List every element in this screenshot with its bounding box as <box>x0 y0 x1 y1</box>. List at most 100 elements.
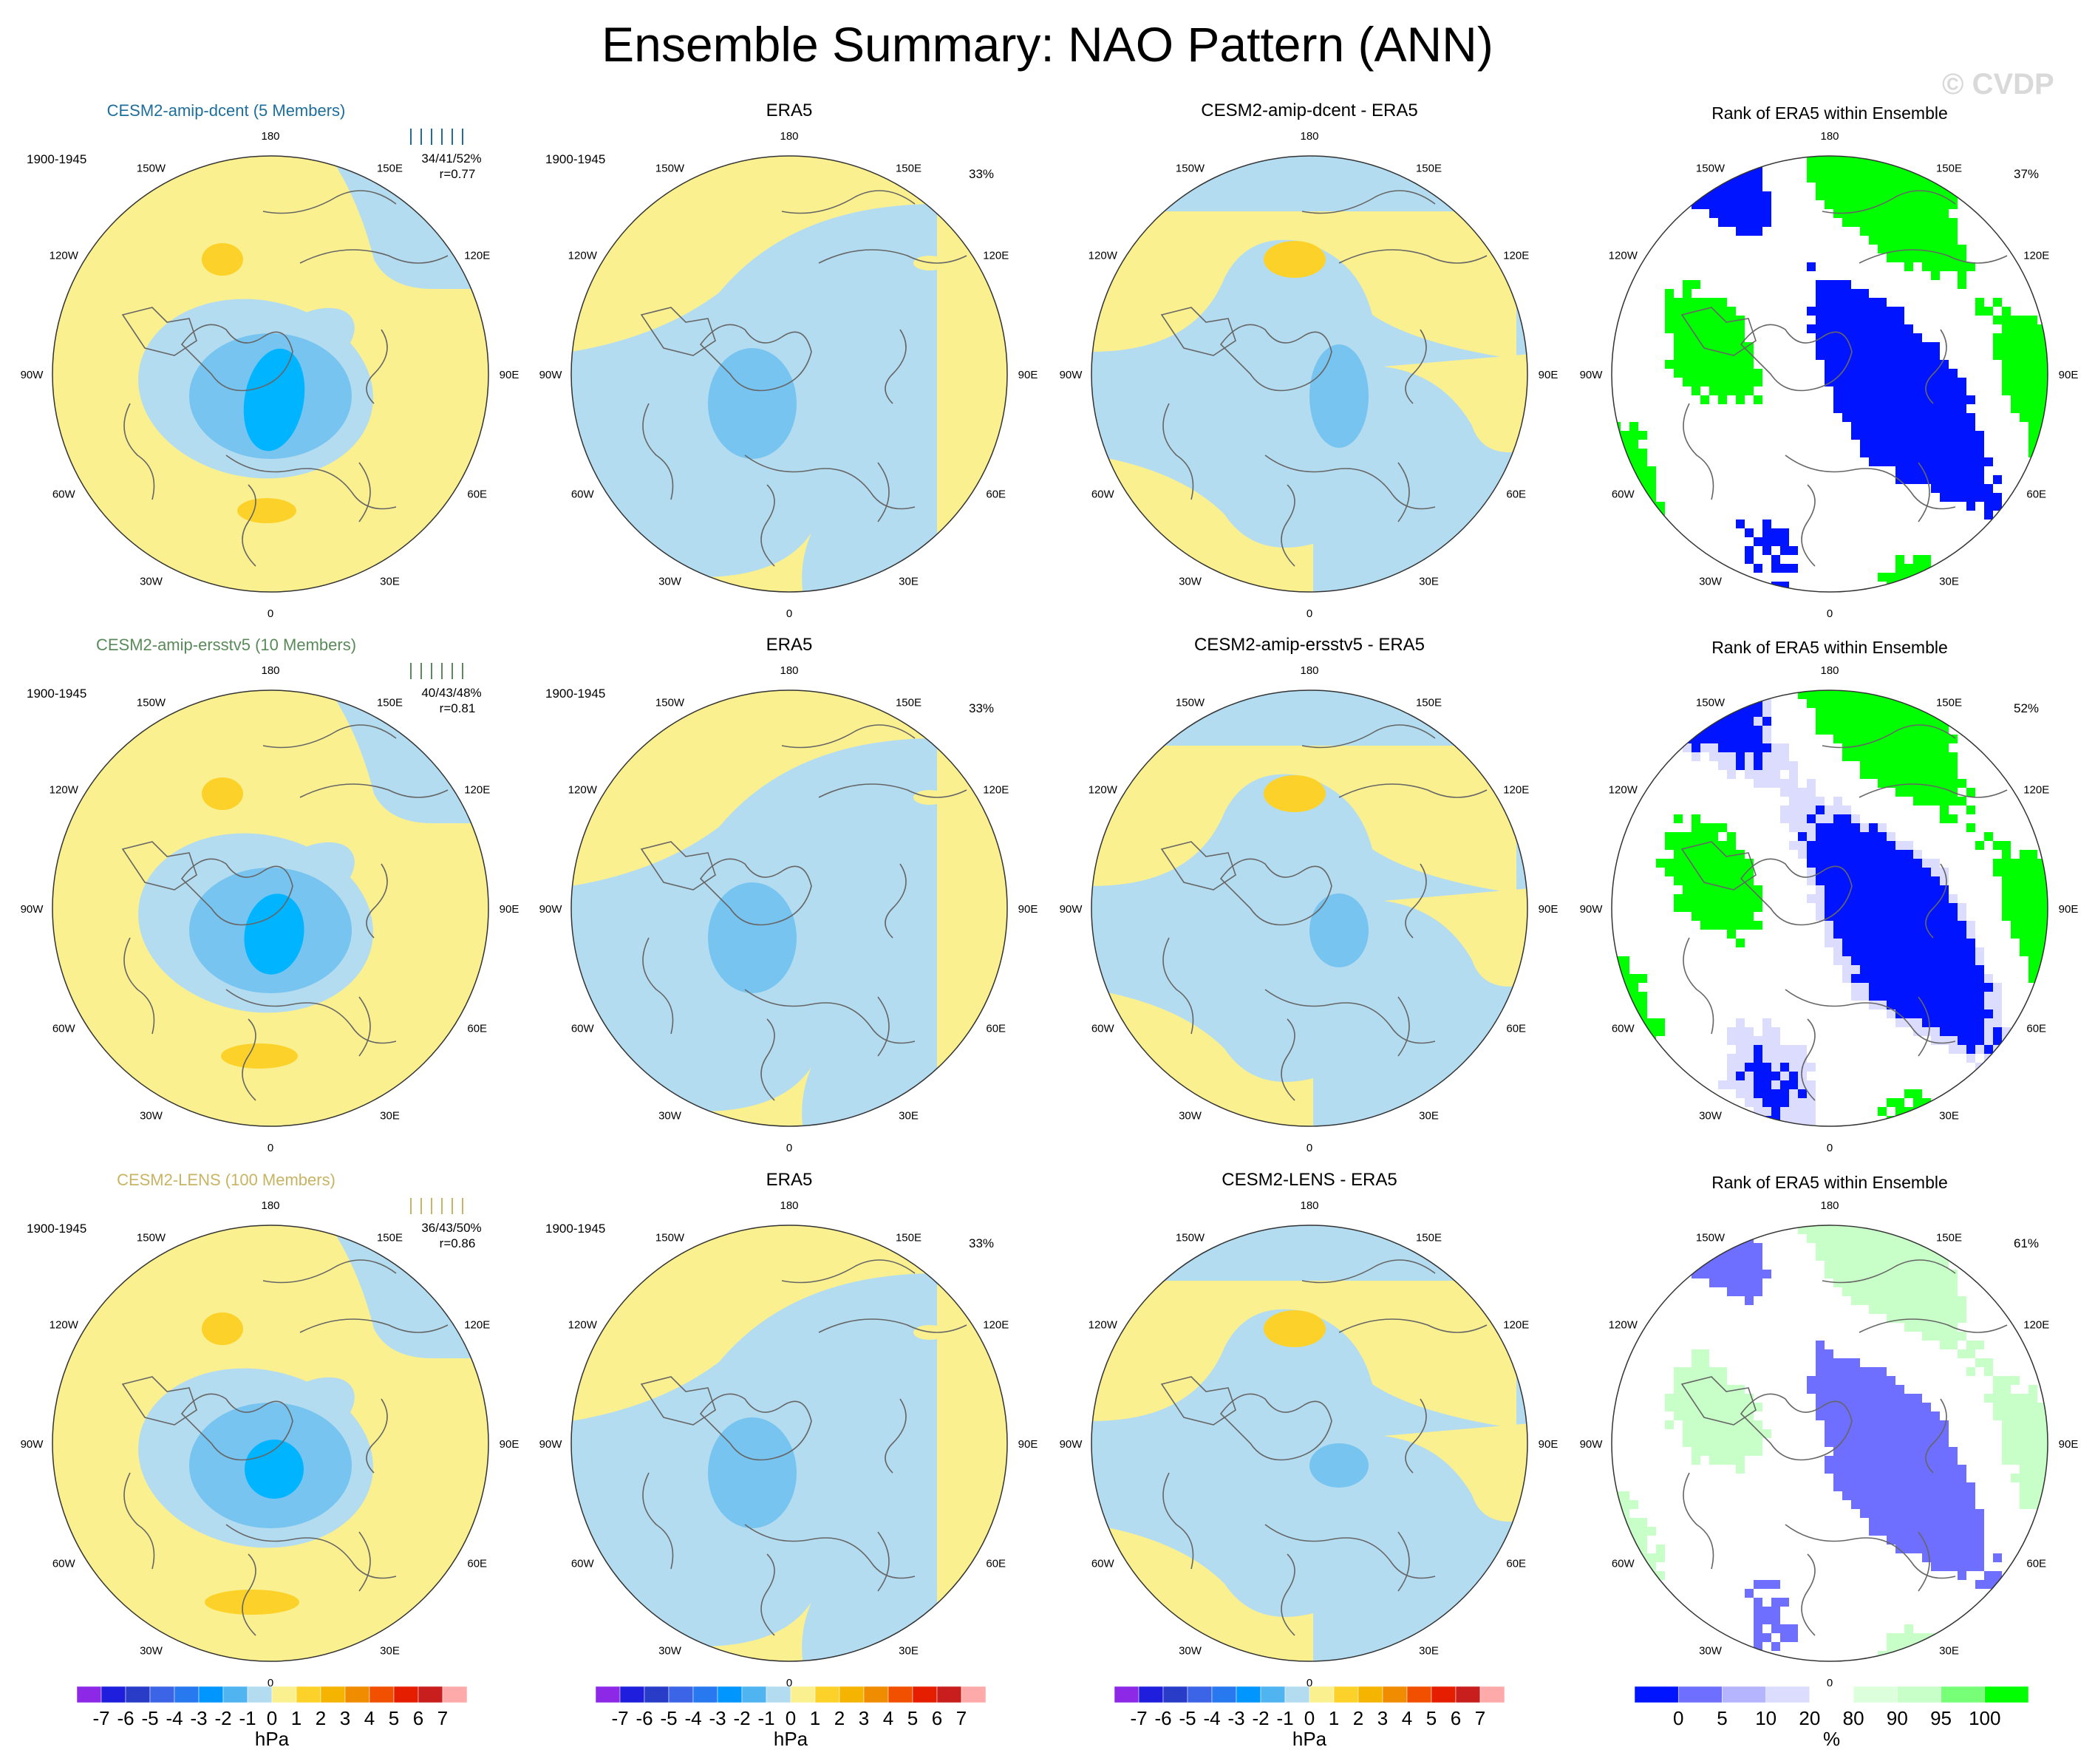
rank-cell <box>2046 761 2048 770</box>
rank-cell <box>1975 1001 1984 1009</box>
rank-cell <box>1940 752 1949 761</box>
rank-cell <box>1727 1403 1736 1411</box>
rank-cell <box>2028 351 2037 360</box>
rank-cell <box>2028 1252 2037 1261</box>
rank-cell <box>1887 1474 1895 1482</box>
rank-cell <box>1816 690 1825 699</box>
coastline <box>1918 1531 1930 1592</box>
rank-cell <box>2046 236 2048 245</box>
rank-cell <box>1727 912 1736 921</box>
rank-cell <box>1629 1589 1638 1598</box>
rank-cell <box>1621 1500 1629 1509</box>
rank-cell <box>1887 360 1895 369</box>
rank-cell <box>1833 316 1842 324</box>
rank-cell <box>1621 537 1629 546</box>
rank-cell <box>2020 360 2028 369</box>
rank-cell <box>1878 227 1887 236</box>
rank-cell <box>1958 1491 1966 1500</box>
rank-cell <box>1745 1438 1754 1447</box>
rank-cell <box>1647 726 1656 735</box>
rank-cell <box>1842 690 1851 699</box>
rank-cell <box>1913 422 1922 431</box>
colorbar-tick: -6 <box>1154 1707 1171 1729</box>
rank-cell <box>1727 735 1736 743</box>
rank-cell <box>2037 1660 2046 1661</box>
rank-cell <box>1887 449 1895 457</box>
rank-cell <box>1736 1447 1745 1456</box>
rank-cell <box>1993 174 2002 183</box>
rank-cell <box>1878 298 1887 307</box>
coastline <box>1281 484 1295 567</box>
rank-cell <box>1869 956 1878 965</box>
rank-cell <box>1922 939 1931 947</box>
rank-cell <box>2028 726 2037 735</box>
rank-cell <box>2037 564 2046 573</box>
rank-cell <box>2037 191 2046 200</box>
lon-label-120E: 120E <box>464 784 490 797</box>
rank-cell <box>1940 1536 1949 1545</box>
rank-cell <box>1833 797 1842 806</box>
rank-cell <box>1798 1089 1807 1098</box>
colorbar-swatch <box>888 1686 913 1703</box>
rank-cell <box>1754 1429 1762 1438</box>
rank-cell <box>1700 743 1709 752</box>
lon-label-30W: 30W <box>1179 1110 1202 1123</box>
lon-label-30W: 30W <box>658 576 682 588</box>
rank-cell <box>2020 1107 2028 1116</box>
rank-cell <box>1736 921 1745 930</box>
rank-cell <box>2028 1491 2037 1500</box>
rank-cell <box>1842 735 1851 743</box>
rank-cell <box>2028 1261 2037 1270</box>
rank-cell <box>1869 965 1878 974</box>
rank-cell <box>2046 1491 2048 1500</box>
rank-cell <box>1904 1651 1913 1660</box>
rank-cell <box>1887 200 1895 209</box>
rank-cell <box>1913 743 1922 752</box>
rank-cell <box>1674 369 1683 378</box>
rank-cell <box>1931 992 1940 1001</box>
rank-cell <box>1736 1072 1745 1080</box>
rank-cell <box>1940 1465 1949 1474</box>
rank-cell <box>2028 1080 2037 1089</box>
rank-cell <box>2046 806 2048 814</box>
rank-cell <box>1913 245 1922 253</box>
rank-cell <box>2028 947 2037 956</box>
rank-cell <box>1754 1624 1762 1633</box>
rank-cell <box>1860 939 1869 947</box>
rank-cell <box>1869 1429 1878 1438</box>
lon-label-90W: 90W <box>1580 1438 1604 1451</box>
rank-cell <box>1842 726 1851 735</box>
rank-cell <box>2046 209 2048 218</box>
rank-cell <box>1860 708 1869 717</box>
rank-cell <box>2037 690 2046 699</box>
rank-cell <box>1904 466 1913 475</box>
positive-anomaly-region <box>1091 1281 1516 1428</box>
rank-cell <box>1851 1482 1860 1491</box>
rank-cell <box>1833 1447 1842 1456</box>
rank-cell <box>1807 841 1816 850</box>
rank-cell <box>1674 1367 1683 1376</box>
rank-cell <box>2037 413 2046 422</box>
rank-cell <box>1940 1270 1949 1278</box>
rank-cell <box>1860 1420 1869 1429</box>
rank-cell <box>1869 316 1878 324</box>
rank-cell <box>1692 912 1700 921</box>
coastline <box>744 989 916 1044</box>
rank-cell <box>1807 165 1816 174</box>
rank-cell <box>1718 735 1727 743</box>
rank-cell <box>1683 885 1692 894</box>
rank-cell <box>1727 841 1736 850</box>
rank-cell <box>1780 1063 1789 1072</box>
rank-cell <box>2020 1411 2028 1420</box>
rank-cell <box>1727 1225 1736 1234</box>
rank-cell <box>1931 1553 1940 1562</box>
rank-cell <box>1621 1580 1629 1589</box>
rank-cell <box>1993 992 2002 1001</box>
rank-cell <box>1958 280 1966 289</box>
rank-cell <box>1789 1098 1798 1107</box>
rank-cell <box>1869 1234 1878 1243</box>
rank-cell <box>1931 868 1940 876</box>
rank-cell <box>1771 1607 1780 1615</box>
rank-cell <box>1913 1500 1922 1509</box>
rank-cell <box>1745 200 1754 209</box>
